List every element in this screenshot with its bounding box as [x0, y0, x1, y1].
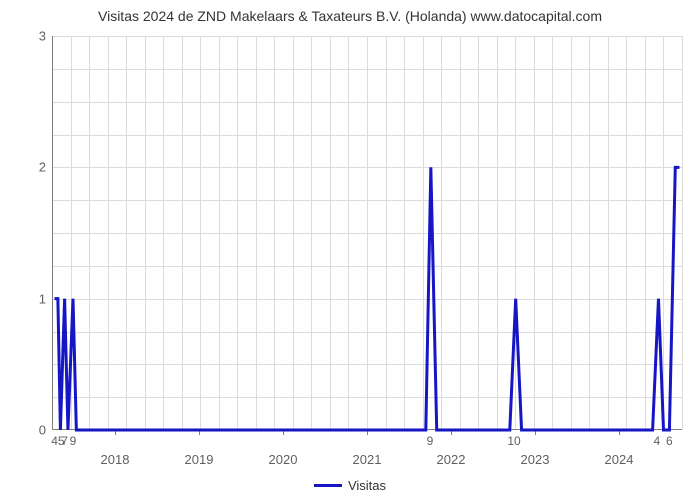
x-tick-major: 2019 [185, 452, 214, 467]
x-tick-minor: 6 [666, 434, 673, 448]
x-tick-major: 2018 [101, 452, 130, 467]
legend-label: Visitas [348, 478, 386, 493]
plot-area: 0123457991046201820192020202120222023202… [52, 36, 682, 430]
line-series [52, 36, 682, 430]
y-tick-label: 0 [39, 423, 46, 438]
x-tick-major: 2022 [437, 452, 466, 467]
y-tick-label: 2 [39, 160, 46, 175]
x-tick-major: 2020 [269, 452, 298, 467]
chart-title: Visitas 2024 de ZND Makelaars & Taxateur… [0, 0, 700, 24]
y-tick-label: 1 [39, 291, 46, 306]
x-tick-major: 2021 [353, 452, 382, 467]
x-tick-minor: 4 [653, 434, 660, 448]
x-tick-major: 2024 [605, 452, 634, 467]
legend-swatch [314, 484, 342, 487]
legend: Visitas [314, 478, 386, 493]
x-tick-minor: 9 [70, 434, 77, 448]
x-tick-minor: 7 [61, 434, 68, 448]
x-tick-major: 2023 [521, 452, 550, 467]
y-tick-label: 3 [39, 29, 46, 44]
x-tick-minor: 10 [507, 434, 520, 448]
x-tick-minor: 9 [427, 434, 434, 448]
